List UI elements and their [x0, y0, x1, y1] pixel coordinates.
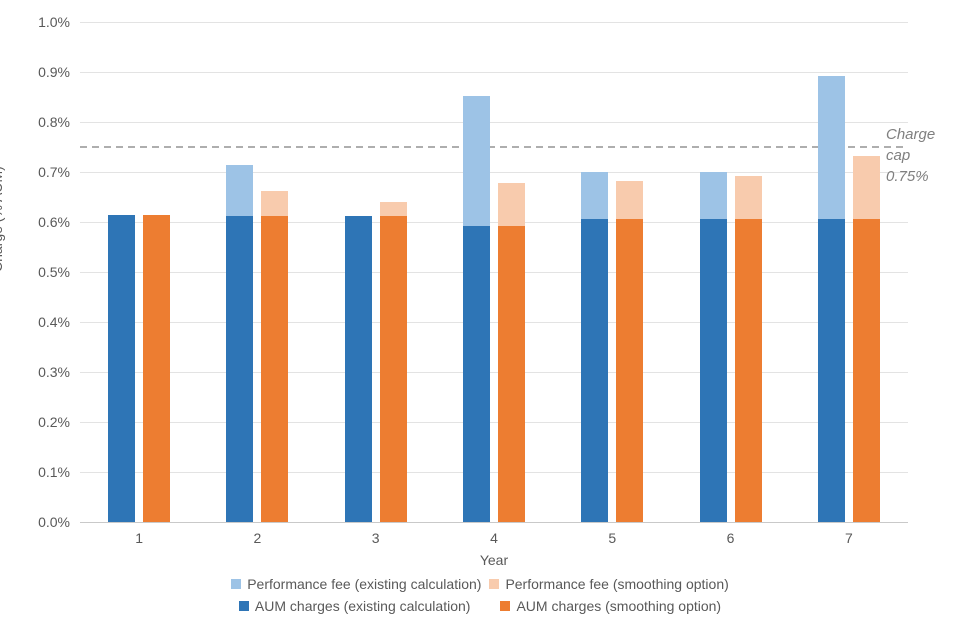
- bar-smoothing-performance: [498, 183, 525, 226]
- gridline: [80, 322, 908, 323]
- charge-cap-annotation: Charge cap 0.75%: [886, 126, 936, 185]
- bar-existing-aum: [226, 215, 254, 522]
- x-tick-label: 4: [490, 530, 498, 546]
- y-tick-label: 0.6%: [38, 214, 70, 230]
- y-tick-label: 0.9%: [38, 64, 70, 80]
- bar-existing-performance: [817, 75, 845, 219]
- y-tick-label: 0.8%: [38, 114, 70, 130]
- legend-label: AUM charges (existing calculation): [254, 598, 471, 614]
- bar-smoothing-aum: [379, 215, 407, 522]
- legend: Performance fee (existing calculation) Pe…: [0, 576, 960, 614]
- gridline: [80, 222, 908, 223]
- legend-item: Performance fee (existing calculation): [231, 576, 481, 592]
- plot-area: 1 2 3 4 5 6 7: [80, 22, 908, 546]
- gridline: [80, 372, 908, 373]
- x-tick-label: 3: [371, 530, 380, 546]
- bar-smoothing-performance: [852, 156, 880, 219]
- gridline: [80, 22, 908, 23]
- bar-smoothing-aum: [852, 218, 880, 522]
- bar-smoothing-aum: [261, 215, 289, 522]
- gridline: [80, 472, 908, 473]
- legend-label: Performance fee (existing calculation): [247, 576, 482, 592]
- bar-smoothing-aum: [498, 225, 525, 522]
- gridline: [80, 422, 908, 423]
- legend-swatch-icon: [238, 601, 249, 611]
- legend-swatch-icon: [231, 579, 242, 589]
- y-tick-label: 0.7%: [38, 164, 70, 180]
- x-tick-label: 7: [844, 530, 853, 546]
- y-tick-label: 0.3%: [38, 364, 70, 380]
- gridline: [80, 522, 908, 523]
- bar-smoothing-performance: [734, 175, 762, 219]
- x-tick-label: 1: [135, 530, 144, 546]
- bar-smoothing-aum: [734, 219, 762, 522]
- charge-cap-line: [80, 146, 908, 148]
- bar-smoothing-aum: [143, 214, 171, 522]
- x-tick-label: 6: [726, 530, 735, 546]
- y-tick-label: 1.0%: [38, 14, 70, 30]
- bar-smoothing-performance: [379, 201, 407, 216]
- bar-existing-aum: [699, 219, 727, 522]
- gridline: [80, 122, 908, 123]
- gridline: [80, 72, 908, 73]
- legend-item: AUM charges (smoothing option): [500, 598, 721, 614]
- legend-label: Performance fee (smoothing option): [505, 576, 729, 592]
- x-tick-label: 5: [608, 530, 617, 546]
- bar-existing-aum: [344, 215, 372, 522]
- x-tick-label: 2: [253, 530, 262, 546]
- gridline: [80, 172, 908, 173]
- gridline: [80, 272, 908, 273]
- bar-existing-aum: [108, 214, 136, 522]
- bar-existing-performance: [226, 164, 254, 216]
- legend-swatch-icon: [500, 601, 511, 611]
- bar-smoothing-performance: [261, 190, 289, 216]
- y-tick-label: 0.2%: [38, 414, 70, 430]
- bar-existing-performance: [699, 172, 727, 219]
- x-axis-title: Year: [479, 552, 509, 568]
- y-tick-label: 0.4%: [38, 314, 70, 330]
- legend-item: AUM charges (existing calculation): [238, 598, 471, 614]
- y-tick-label: 0.5%: [38, 264, 70, 280]
- bar-smoothing-aum: [616, 219, 644, 522]
- bar-existing-aum: [463, 225, 490, 522]
- bar-existing-aum: [817, 218, 845, 522]
- legend-row: Performance fee (existing calculation) Pe…: [231, 576, 729, 592]
- legend-row: AUM charges (existing calculation) AUM ch…: [238, 598, 721, 614]
- y-tick-label: 0.0%: [38, 514, 70, 530]
- bar-existing-performance: [463, 96, 490, 226]
- legend-label: AUM charges (smoothing option): [516, 598, 722, 614]
- legend-swatch-icon: [489, 579, 500, 589]
- y-tick-label: 0.1%: [38, 464, 70, 480]
- bar-existing-aum: [581, 219, 609, 522]
- legend-item: Performance fee (smoothing option): [489, 576, 729, 592]
- bar-existing-performance: [581, 172, 609, 219]
- bar-smoothing-performance: [616, 180, 644, 219]
